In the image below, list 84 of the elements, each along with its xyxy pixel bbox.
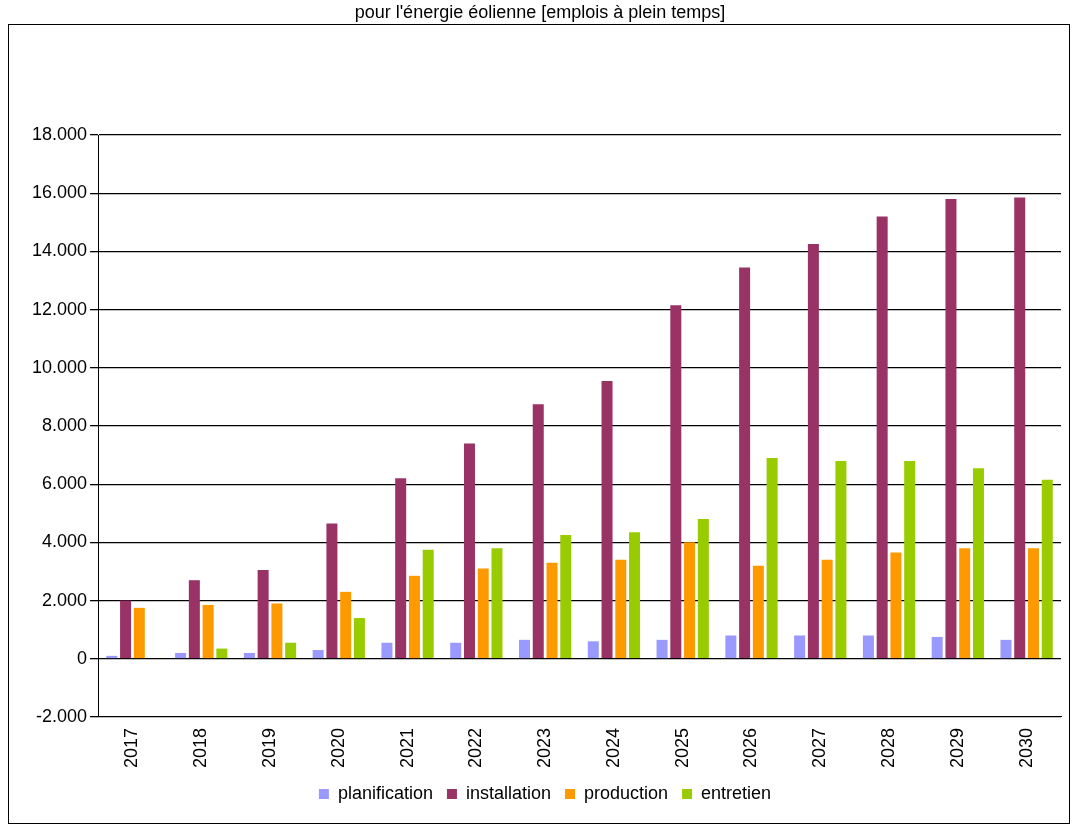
legend-label: production: [584, 782, 669, 803]
bar: [587, 641, 599, 659]
chart-title: pour l'énergie éolienne [emplois à plein temps]: [353, 2, 727, 23]
bar: [463, 443, 475, 659]
x-tick-label: 2018: [190, 727, 211, 768]
legend-label: planification: [337, 782, 433, 803]
y-tick-label: -2.000: [36, 705, 88, 726]
bar: [959, 548, 971, 659]
bar: [684, 542, 696, 659]
bar: [353, 618, 365, 659]
y-tick-label: 0: [77, 647, 88, 668]
bar: [725, 635, 737, 659]
bar: [807, 244, 819, 659]
bar: [1014, 197, 1026, 659]
x-tick-label: 2019: [258, 727, 279, 768]
x-tick-label: 2028: [878, 727, 899, 768]
bar: [202, 604, 214, 659]
bar: [1027, 548, 1039, 659]
bar: [629, 532, 641, 659]
bar: [945, 199, 957, 659]
x-tick-label: 2027: [809, 727, 830, 768]
bar: [216, 648, 228, 659]
bar: [381, 642, 393, 659]
bar: [890, 552, 902, 659]
bar: [175, 652, 187, 659]
bar: [271, 603, 283, 659]
bar: [904, 460, 916, 659]
bar: [450, 642, 462, 659]
y-tick-label: 2.000: [42, 589, 88, 610]
bar: [395, 478, 407, 659]
y-tick-label: 14.000: [31, 240, 88, 261]
x-tick-label: 2022: [465, 727, 486, 768]
bar: [133, 607, 145, 659]
legend-label: entretien: [701, 782, 772, 803]
bar: [766, 457, 778, 659]
bar: [285, 642, 297, 659]
bar: [835, 460, 847, 659]
bar: [408, 575, 420, 659]
x-tick-label: 2023: [534, 727, 555, 768]
bar: [794, 635, 806, 659]
y-tick-label: 16.000: [31, 182, 88, 203]
x-tick-label: 2020: [327, 727, 348, 768]
bar: [615, 559, 627, 659]
y-tick-label: 12.000: [31, 298, 88, 319]
bar: [931, 636, 943, 659]
bar: [560, 535, 572, 659]
bar: [1000, 639, 1012, 659]
bar: [120, 600, 132, 659]
bar: [340, 591, 352, 659]
y-tick-label: 6.000: [42, 473, 88, 494]
bar: [862, 635, 874, 659]
bar: [477, 568, 489, 659]
legend-label: installation: [465, 782, 552, 803]
bar: [670, 305, 682, 659]
y-tick-label: 10.000: [31, 356, 88, 377]
bar: [821, 559, 833, 659]
bar: [519, 639, 530, 659]
bar: [312, 650, 324, 659]
bar: [257, 570, 269, 659]
bar: [326, 523, 338, 659]
x-tick-label: 2026: [740, 727, 761, 768]
bar: [491, 548, 503, 659]
x-tick-label: 2029: [946, 727, 967, 768]
x-tick-label: 2025: [671, 727, 692, 768]
x-tick-label: 2030: [1015, 727, 1036, 768]
x-tick-label: 2024: [602, 727, 623, 768]
bar: [656, 639, 668, 659]
y-tick-label: 8.000: [42, 414, 88, 435]
bar: [546, 562, 558, 659]
y-tick-label: 18.000: [31, 123, 88, 144]
bar: [532, 404, 544, 659]
bar: [739, 267, 751, 659]
bar: [876, 216, 888, 659]
bar: [972, 468, 984, 659]
x-tick-label: 2017: [121, 727, 142, 768]
y-tick-label: 4.000: [42, 531, 88, 552]
bar: [422, 549, 434, 659]
bar: [243, 652, 255, 659]
bar: [601, 380, 613, 659]
x-tick-label: 2021: [396, 727, 417, 768]
bar: [752, 565, 764, 659]
bar: [697, 519, 709, 659]
bar: [1041, 479, 1053, 659]
bar: [188, 580, 200, 659]
